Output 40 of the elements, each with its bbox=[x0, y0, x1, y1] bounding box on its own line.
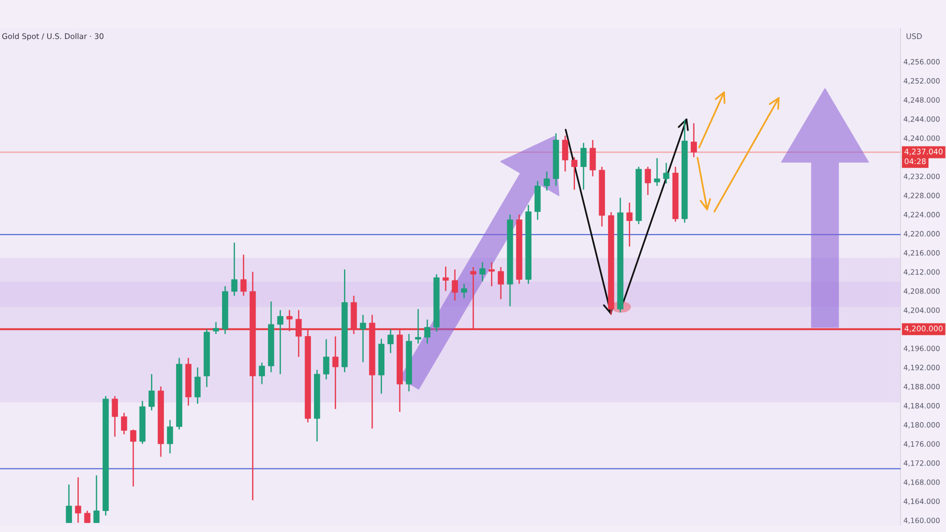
candlestick bbox=[424, 319, 430, 344]
candlestick bbox=[130, 428, 136, 488]
candlestick bbox=[654, 158, 660, 186]
candlestick bbox=[488, 262, 495, 287]
candlestick bbox=[332, 336, 338, 410]
candlestick bbox=[93, 474, 100, 524]
candlestick bbox=[479, 262, 486, 282]
candlestick bbox=[498, 266, 504, 300]
candlestick bbox=[277, 309, 284, 375]
candlestick bbox=[590, 139, 596, 177]
candlestick bbox=[296, 309, 302, 358]
candlestick bbox=[148, 373, 155, 412]
candlestick bbox=[626, 202, 633, 248]
candlestick bbox=[212, 321, 220, 335]
candlestick bbox=[562, 135, 568, 172]
candlestick bbox=[66, 484, 72, 524]
candlestick bbox=[194, 366, 201, 404]
candlestick bbox=[544, 170, 550, 192]
candlestick bbox=[286, 309, 293, 332]
candlestick bbox=[258, 362, 265, 385]
candlestick bbox=[323, 338, 330, 380]
candlestick bbox=[360, 314, 366, 363]
candlestick bbox=[84, 510, 90, 524]
candlestick bbox=[452, 268, 458, 302]
candlestick bbox=[571, 156, 578, 190]
candlestick bbox=[461, 283, 468, 299]
candlestick bbox=[663, 162, 670, 184]
candlestick bbox=[112, 395, 118, 438]
candlestick bbox=[121, 412, 128, 435]
candlestick bbox=[75, 476, 82, 524]
candlestick bbox=[580, 142, 587, 190]
candlestick bbox=[166, 419, 174, 454]
candlestick bbox=[240, 254, 247, 296]
candlestick bbox=[644, 166, 651, 196]
candlestick bbox=[415, 308, 422, 344]
candlestick bbox=[690, 122, 697, 158]
candlestick bbox=[470, 266, 476, 330]
candlestick bbox=[231, 242, 238, 296]
candlestick bbox=[442, 266, 449, 292]
candlestick bbox=[388, 328, 394, 354]
